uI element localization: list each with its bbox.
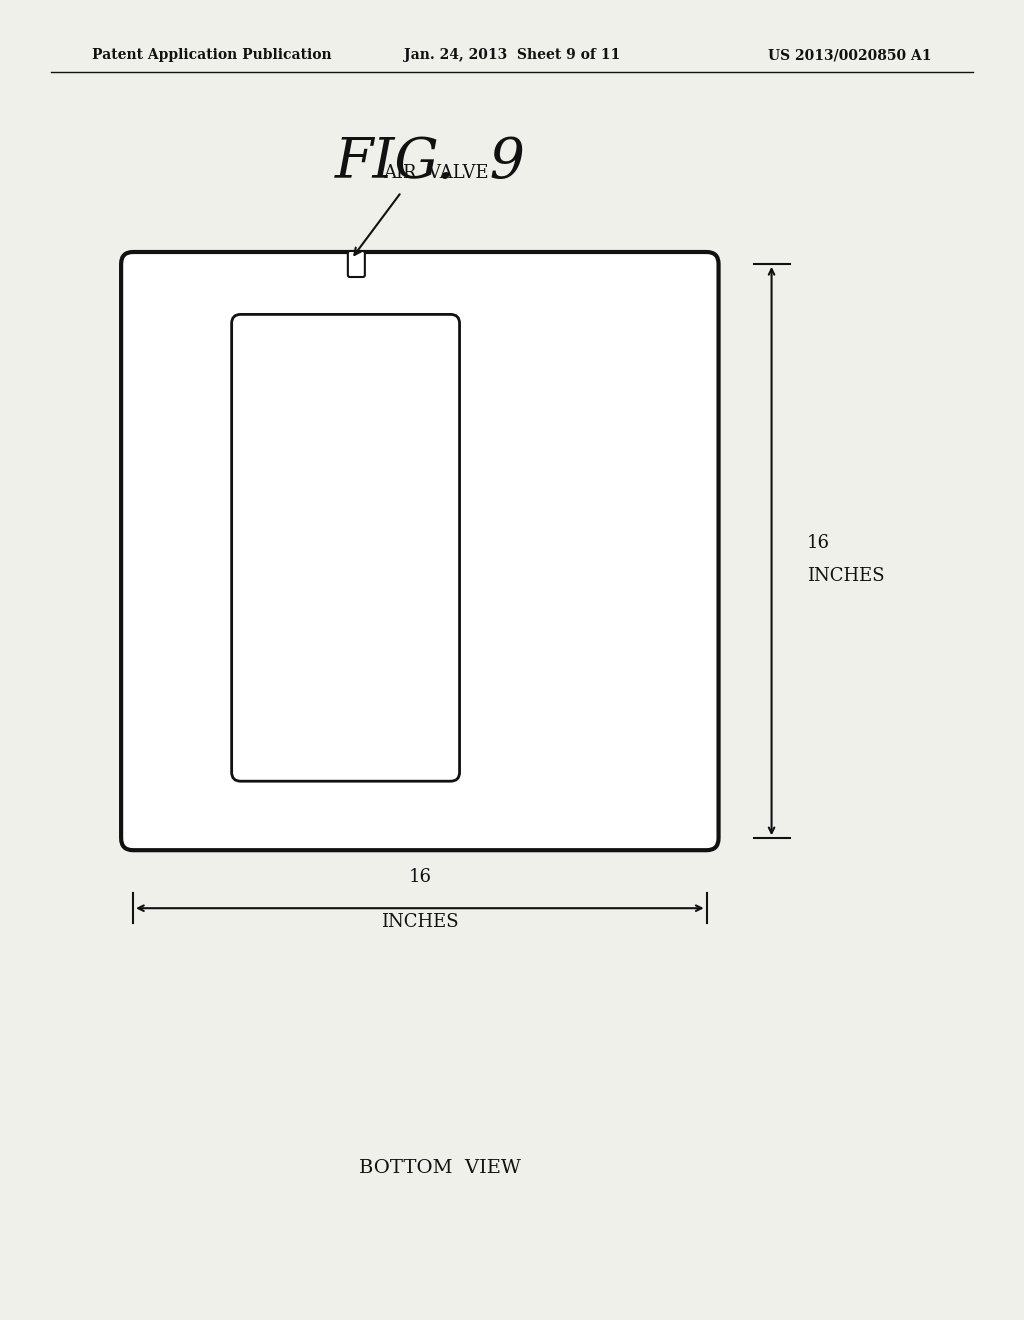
Text: INCHES: INCHES <box>381 913 459 931</box>
Text: 16: 16 <box>807 535 829 552</box>
Text: BOTTOM  VIEW: BOTTOM VIEW <box>359 1159 521 1177</box>
FancyBboxPatch shape <box>348 251 365 277</box>
Text: US 2013/0020850 A1: US 2013/0020850 A1 <box>768 48 932 62</box>
Text: AIR  VALVE: AIR VALVE <box>384 164 489 182</box>
Text: FIG.  9: FIG. 9 <box>335 135 525 190</box>
FancyBboxPatch shape <box>231 314 460 781</box>
FancyBboxPatch shape <box>121 252 719 850</box>
Text: Patent Application Publication: Patent Application Publication <box>92 48 332 62</box>
Text: Jan. 24, 2013  Sheet 9 of 11: Jan. 24, 2013 Sheet 9 of 11 <box>403 48 621 62</box>
Text: 16: 16 <box>409 869 431 886</box>
Text: INCHES: INCHES <box>807 568 884 585</box>
